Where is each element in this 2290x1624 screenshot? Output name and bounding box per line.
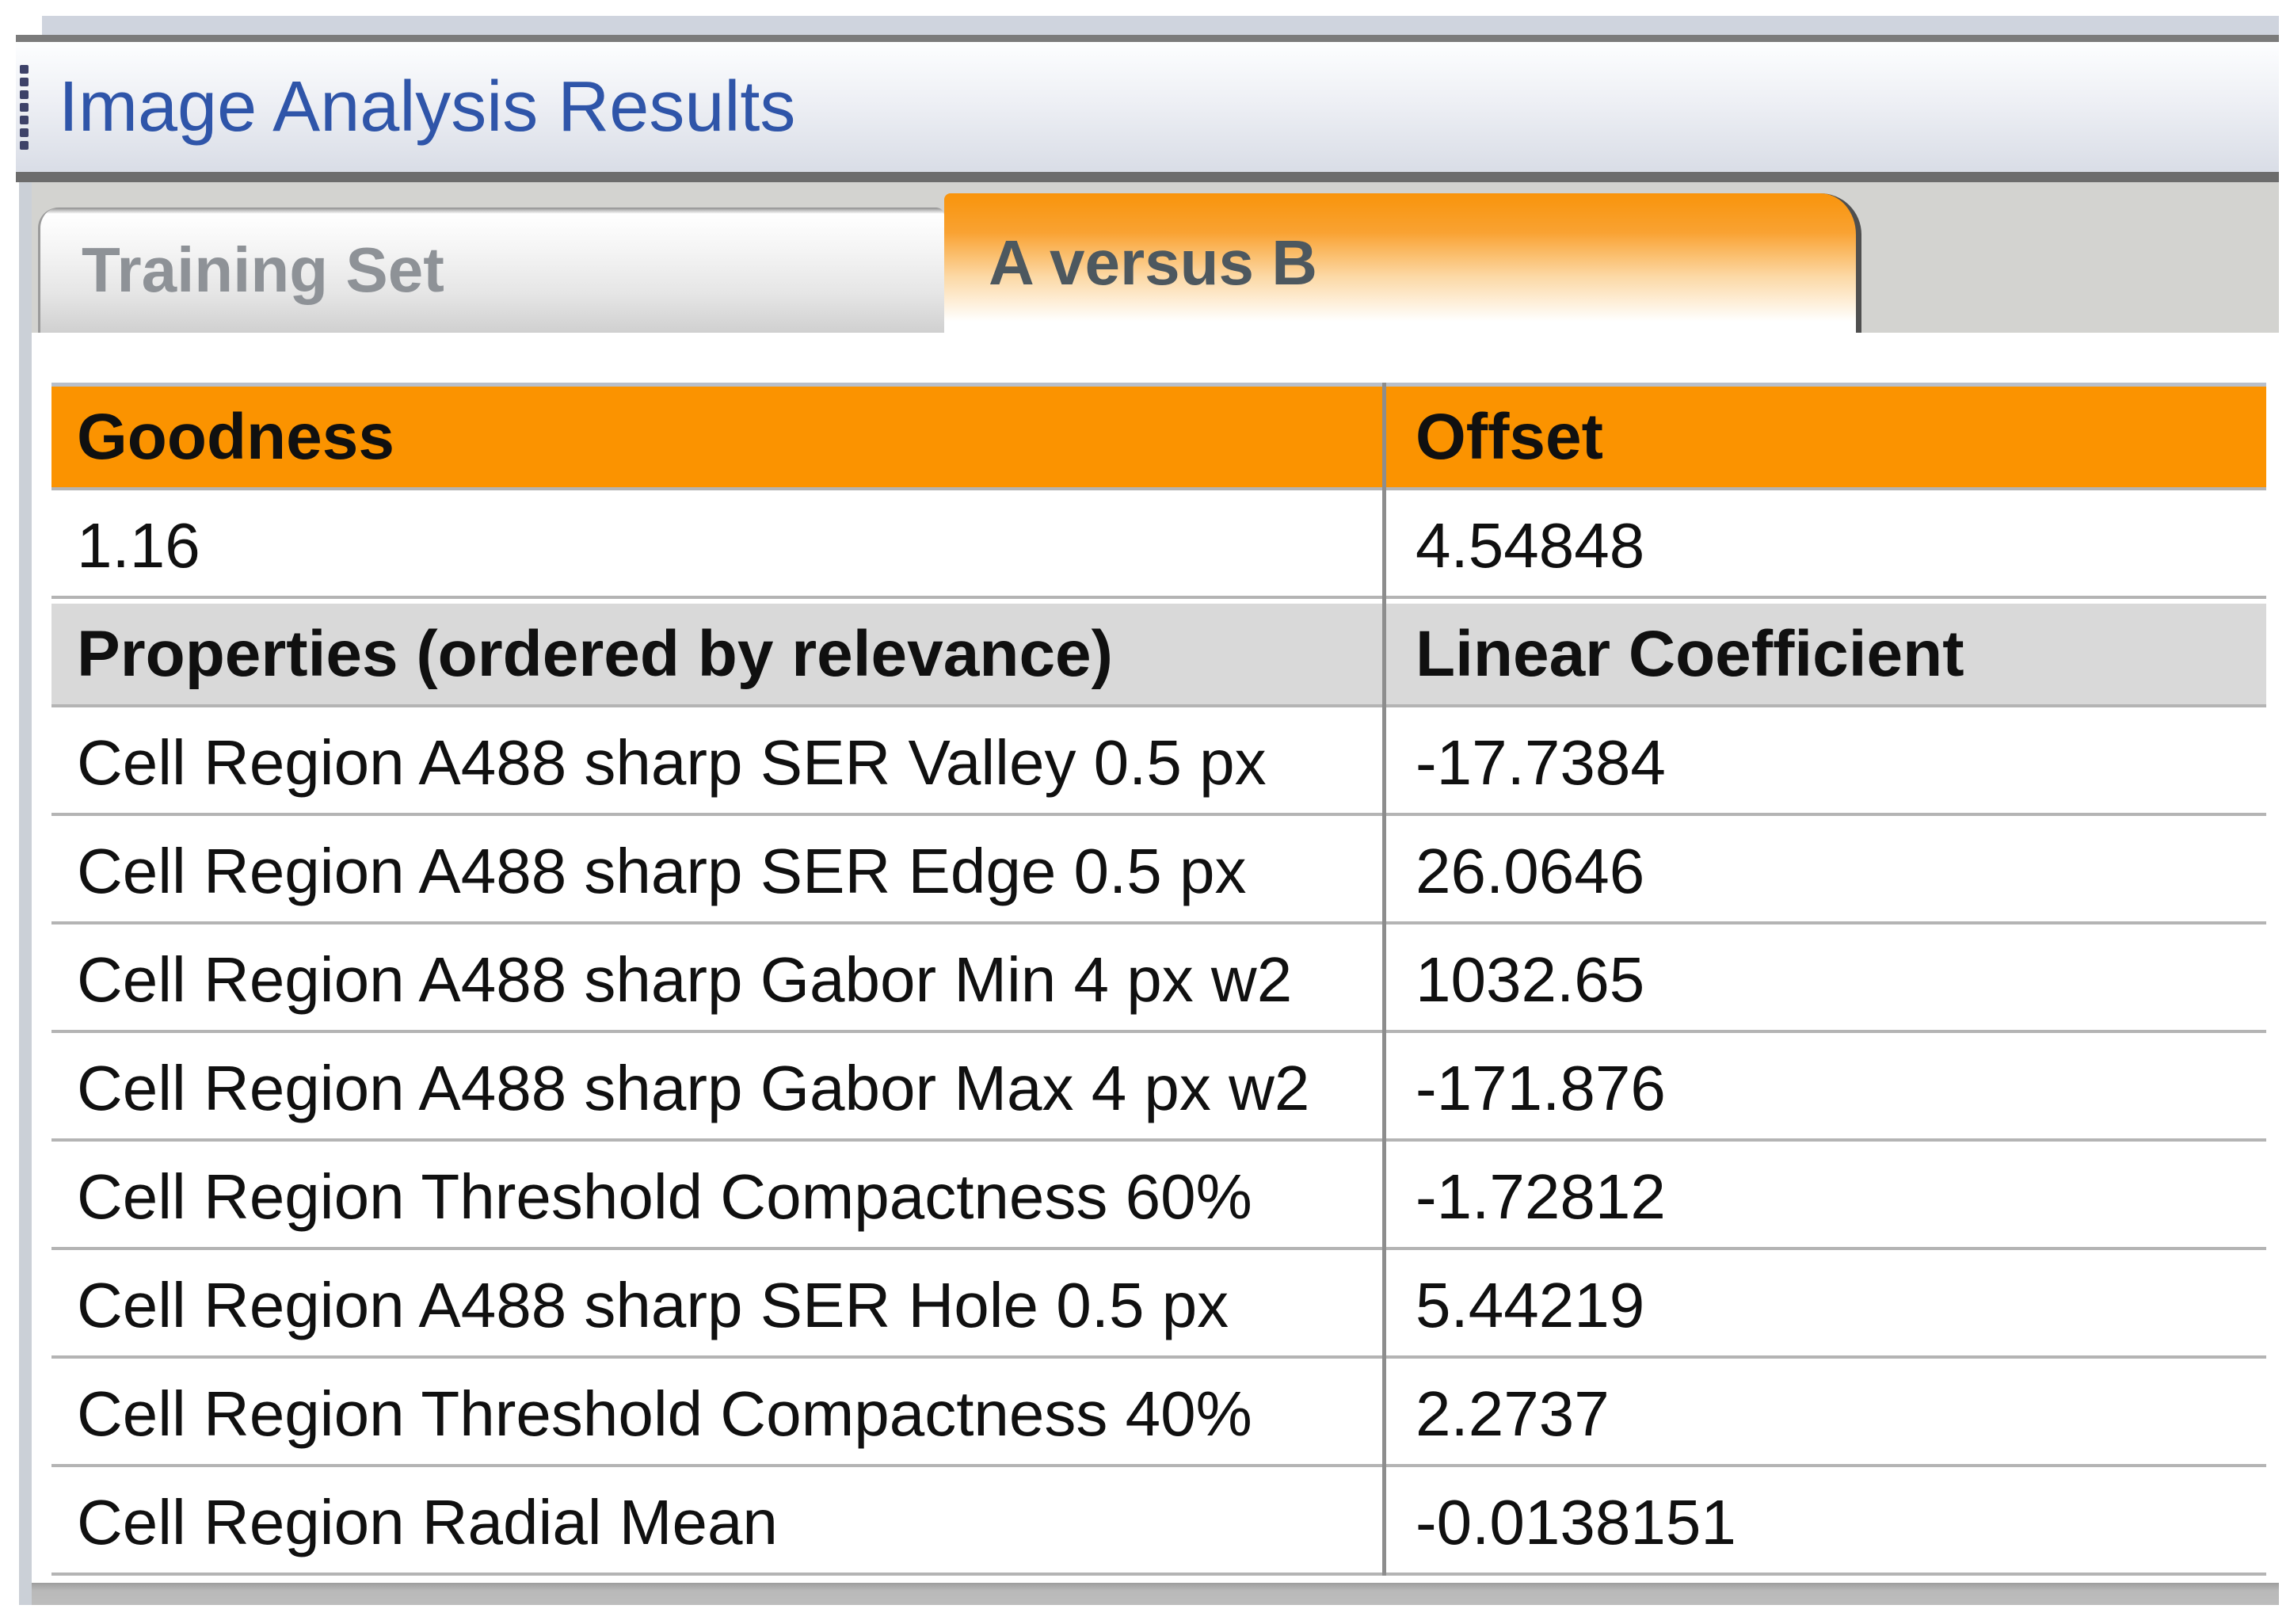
panel-footer-strip (32, 1583, 2279, 1605)
table-row-goodness-values[interactable]: 1.16 4.54848 (51, 495, 2266, 596)
goodness-header-cell: Goodness (77, 400, 394, 473)
property-cell: Cell Region Threshold Compactness 60% (77, 1161, 1252, 1232)
properties-header-cell: Properties (ordered by relevance) (77, 617, 1113, 690)
offset-value-cell: 4.54848 (1416, 509, 1645, 581)
tab-training-set-label: Training Set (82, 234, 444, 305)
coefficient-cell: -1.72812 (1416, 1161, 1666, 1232)
table-row[interactable]: Cell Region A488 sharp Gabor Max 4 px w2… (51, 1038, 2266, 1138)
coefficient-cell: 1032.65 (1416, 944, 1645, 1015)
table-row[interactable]: Cell Region Radial Mean -0.0138151 (51, 1472, 2266, 1573)
table-row[interactable]: Cell Region A488 sharp SER Hole 0.5 px 5… (51, 1255, 2266, 1355)
property-cell: Cell Region Radial Mean (77, 1486, 778, 1557)
tab-training-set[interactable]: Training Set (38, 208, 944, 333)
coefficient-cell: -171.876 (1416, 1052, 1666, 1123)
table-row[interactable]: Cell Region A488 sharp SER Edge 0.5 px 2… (51, 821, 2266, 921)
goodness-value-cell: 1.16 (77, 509, 200, 581)
tab-a-versus-b-label: A versus B (989, 227, 1317, 298)
table-row[interactable]: Cell Region A488 sharp SER Valley 0.5 px… (51, 712, 2266, 813)
coefficient-cell: 2.2737 (1416, 1378, 1610, 1449)
property-cell: Cell Region A488 sharp SER Hole 0.5 px (77, 1269, 1229, 1340)
table-row[interactable]: Cell Region A488 sharp Gabor Min 4 px w2… (51, 929, 2266, 1030)
table-row[interactable]: Cell Region Threshold Compactness 60% -1… (51, 1146, 2266, 1247)
offset-header-cell: Offset (1416, 400, 1603, 473)
coefficient-cell: 26.0646 (1416, 835, 1645, 906)
table-header-row-goodness: Goodness Offset (51, 387, 2266, 487)
coefficient-header-cell: Linear Coefficient (1416, 617, 1964, 690)
panel-titlebar: Image Analysis Results (16, 35, 2279, 182)
column-divider (1382, 383, 1386, 1576)
panel-top-edge (42, 16, 2279, 35)
property-cell: Cell Region A488 sharp SER Edge 0.5 px (77, 835, 1247, 906)
coefficient-cell: -17.7384 (1416, 726, 1666, 798)
results-table: Goodness Offset 1.16 4.54848 Properties … (51, 383, 2266, 1580)
coefficient-cell: -0.0138151 (1416, 1486, 1736, 1557)
panel-title: Image Analysis Results (59, 67, 796, 147)
tab-bar: Training Set A versus B (32, 182, 2279, 333)
table-header-row-properties: Properties (ordered by relevance) Linear… (51, 604, 2266, 704)
property-cell: Cell Region A488 sharp SER Valley 0.5 px (77, 726, 1267, 798)
property-cell: Cell Region Threshold Compactness 40% (77, 1378, 1252, 1449)
tab-a-versus-b[interactable]: A versus B (944, 193, 1861, 333)
property-cell: Cell Region A488 sharp Gabor Max 4 px w2 (77, 1052, 1310, 1123)
table-row[interactable]: Cell Region Threshold Compactness 40% 2.… (51, 1363, 2266, 1464)
panel-left-edge (19, 182, 32, 1605)
coefficient-cell: 5.44219 (1416, 1269, 1645, 1340)
drag-grip-icon[interactable] (20, 64, 29, 150)
property-cell: Cell Region A488 sharp Gabor Min 4 px w2 (77, 944, 1293, 1015)
